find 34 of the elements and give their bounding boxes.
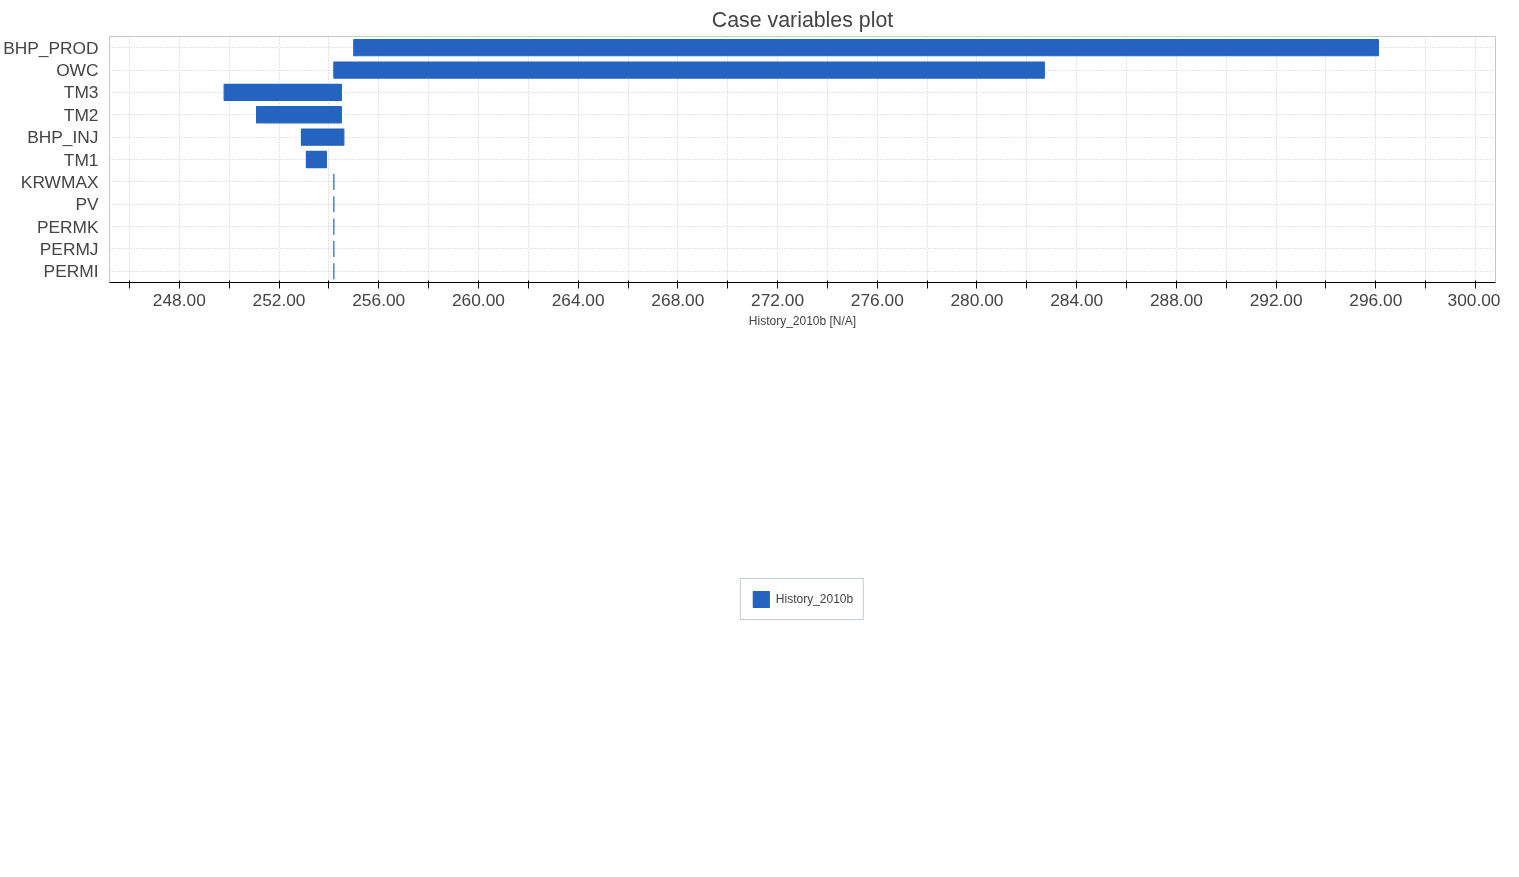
y-tick-label: PERMK (36, 216, 99, 237)
x-tick-label: 252.00 (252, 289, 306, 310)
x-tick-label: 300.00 (1447, 289, 1501, 310)
legend-label: History_2010b (775, 592, 854, 606)
y-tick-label: PERMJ (39, 238, 99, 259)
y-tick-label: KRWMAX (20, 171, 99, 192)
bar (333, 61, 1045, 79)
y-tick-label: PV (75, 194, 99, 215)
y-tick-label: TM1 (63, 149, 99, 170)
y-tick-label: BHP_PROD (3, 37, 99, 58)
x-tick-label: 272.00 (751, 289, 805, 310)
y-tick-label: PERMI (43, 261, 99, 282)
x-tick-label: 288.00 (1149, 289, 1203, 310)
x-tick-label: 292.00 (1249, 289, 1303, 310)
x-tick-label: 280.00 (950, 289, 1004, 310)
x-axis-title: History_2010b [N/A] (748, 313, 857, 328)
x-tick-label: 248.00 (152, 289, 206, 310)
x-tick-label: 268.00 (651, 289, 705, 310)
x-tick-label: 264.00 (551, 289, 605, 310)
y-tick-label: BHP_INJ (27, 127, 99, 148)
bar (300, 128, 345, 146)
x-tick-label: 276.00 (850, 289, 904, 310)
y-tick-label: OWC (56, 60, 99, 81)
y-tick-label: TM2 (63, 104, 99, 125)
bar (305, 150, 327, 169)
bar (255, 106, 342, 124)
x-tick-label: 256.00 (352, 289, 406, 310)
bar (353, 39, 1379, 57)
y-tick-label: TM3 (63, 82, 99, 103)
x-tick-label: 284.00 (1050, 289, 1104, 310)
bar (223, 83, 342, 102)
x-tick-label: 260.00 (451, 289, 505, 310)
x-tick-label: 296.00 (1349, 289, 1403, 310)
chart-title: Case variables plot (711, 7, 894, 32)
